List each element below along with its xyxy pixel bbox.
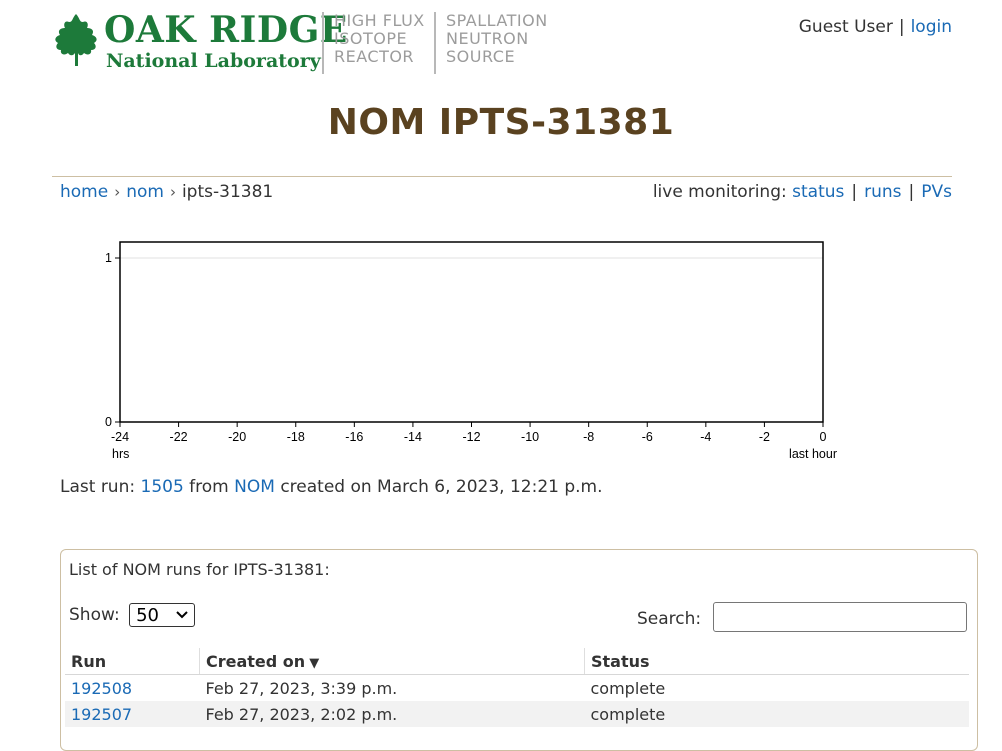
runs-table: Run Created on ▼ Status 192508 Feb 27, 20… [65,648,969,727]
plot-frame [119,241,824,423]
divider [52,176,952,177]
x-tick-label: -2 [759,430,770,444]
breadcrumb-separator: › [114,183,121,201]
login-link[interactable]: login [910,17,952,37]
x-tick-label: -4 [700,430,711,444]
separator: | [908,182,915,202]
live-runs-link[interactable]: runs [864,182,902,202]
y-tick-label: 1 [105,251,112,265]
status-cell: complete [590,679,666,698]
x-tick-label: -20 [228,430,246,444]
breadcrumb-current: ipts-31381 [181,182,274,202]
x-axis-label-right: last hour [789,447,837,461]
breadcrumb-instrument-link[interactable]: nom [126,182,164,202]
x-tick-label: -6 [642,430,653,444]
x-tick-label: -16 [345,430,363,444]
page-size-select[interactable]: 50 [129,603,196,627]
x-tick-label: -14 [404,430,422,444]
x-tick-label: -18 [287,430,305,444]
user-area: Guest User | login [799,17,952,37]
breadcrumb: home › nom › ipts-31381 [60,182,273,202]
live-pvs-link[interactable]: PVs [921,182,952,202]
x-tick-label: 0 [820,430,827,444]
x-tick-label: -8 [583,430,594,444]
guest-user-label: Guest User [798,17,893,37]
table-header-row: Run Created on ▼ Status [65,648,969,675]
column-header-run[interactable]: Run [65,648,200,675]
page-size-value: 50 [136,605,159,626]
live-monitoring: live monitoring: status | runs | PVs [653,182,952,202]
hfir-label[interactable]: HIGH FLUX ISOTOPE REACTOR [322,12,425,74]
search-input[interactable] [713,602,967,632]
x-tick-label: -10 [521,430,539,444]
column-header-created[interactable]: Created on ▼ [199,648,585,675]
created-cell: Feb 27, 2023, 3:39 p.m. [205,679,398,698]
live-monitoring-label: live monitoring: [652,182,787,202]
show-label: Show: [69,605,120,625]
last-run-label: Last run: [60,477,136,497]
search-label: Search: [637,609,702,629]
y-tick-label: 0 [105,415,112,429]
run-list-panel: List of NOM runs for IPTS-31381: Show: 5… [60,549,978,751]
column-header-status[interactable]: Status [584,648,969,675]
separator: | [851,182,858,202]
logo-title: OAK RIDGE [104,9,348,51]
run-list-title: List of NOM runs for IPTS-31381: [69,560,330,579]
table-row: 192507 Feb 27, 2023, 2:02 p.m. complete [65,701,969,727]
last-run-created: created on March 6, 2023, 12:21 p.m. [280,477,603,497]
sns-label[interactable]: SPALLATION NEUTRON SOURCE [434,12,548,74]
status-cell: complete [584,701,969,727]
x-axis-label-left: hrs [112,447,129,461]
breadcrumb-separator: › [169,183,176,201]
last-run: Last run: 1505 from NOM created on March… [60,477,603,497]
separator: | [898,17,905,37]
sort-desc-icon: ▼ [309,656,320,671]
live-status-link[interactable]: status [792,182,845,202]
last-run-instrument-link[interactable]: NOM [234,477,275,497]
table-row: 192508 Feb 27, 2023, 3:39 p.m. complete [65,675,969,702]
oak-leaf-icon [55,14,97,66]
created-cell: Feb 27, 2023, 2:02 p.m. [199,701,585,727]
x-tick-label: -24 [111,430,129,444]
run-link[interactable]: 192507 [71,705,133,724]
page-title: NOM IPTS-31381 [327,102,675,143]
last-run-link[interactable]: 1505 [140,477,184,497]
breadcrumb-home-link[interactable]: home [60,182,109,202]
chevron-down-icon [176,611,188,619]
x-tick-label: -22 [170,430,188,444]
x-tick-label: -12 [462,430,480,444]
show-entries: Show: 50 [69,603,196,627]
last-run-from: from [189,477,229,497]
logo-subtitle: National Laboratory [106,50,321,72]
run-link[interactable]: 192508 [71,679,133,698]
